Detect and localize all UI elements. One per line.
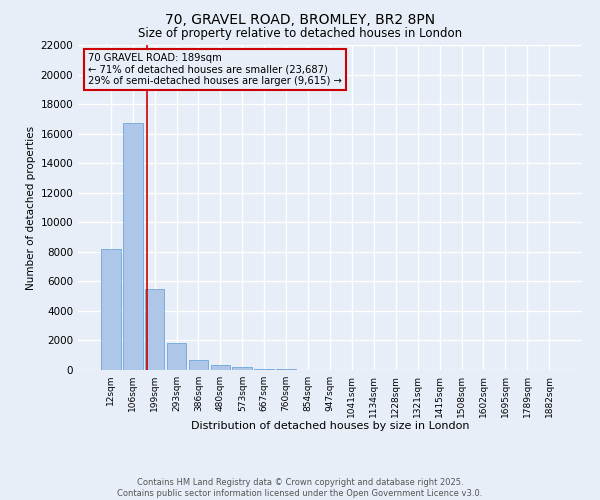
Y-axis label: Number of detached properties: Number of detached properties bbox=[26, 126, 36, 290]
Text: Contains HM Land Registry data © Crown copyright and database right 2025.
Contai: Contains HM Land Registry data © Crown c… bbox=[118, 478, 482, 498]
Bar bbox=[211, 365, 230, 370]
Bar bbox=[101, 249, 121, 370]
Text: 70 GRAVEL ROAD: 189sqm
← 71% of detached houses are smaller (23,687)
29% of semi: 70 GRAVEL ROAD: 189sqm ← 71% of detached… bbox=[88, 53, 342, 86]
Bar bbox=[232, 367, 252, 370]
Text: 70, GRAVEL ROAD, BROMLEY, BR2 8PN: 70, GRAVEL ROAD, BROMLEY, BR2 8PN bbox=[165, 12, 435, 26]
Text: Size of property relative to detached houses in London: Size of property relative to detached ho… bbox=[138, 28, 462, 40]
X-axis label: Distribution of detached houses by size in London: Distribution of detached houses by size … bbox=[191, 421, 469, 431]
Bar bbox=[123, 124, 143, 370]
Bar bbox=[254, 368, 274, 370]
Bar bbox=[145, 289, 164, 370]
Bar bbox=[188, 360, 208, 370]
Bar bbox=[167, 344, 187, 370]
